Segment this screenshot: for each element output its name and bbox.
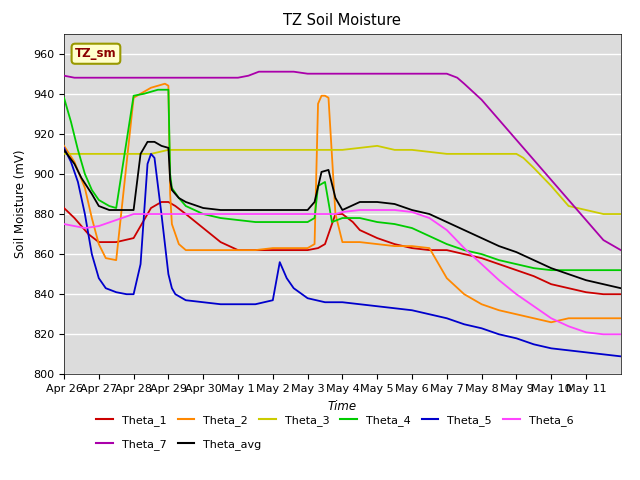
- Text: TZ_sm: TZ_sm: [75, 47, 116, 60]
- X-axis label: Time: Time: [328, 400, 357, 413]
- Legend: Theta_7, Theta_avg: Theta_7, Theta_avg: [92, 434, 266, 454]
- Y-axis label: Soil Moisture (mV): Soil Moisture (mV): [15, 150, 28, 258]
- Title: TZ Soil Moisture: TZ Soil Moisture: [284, 13, 401, 28]
